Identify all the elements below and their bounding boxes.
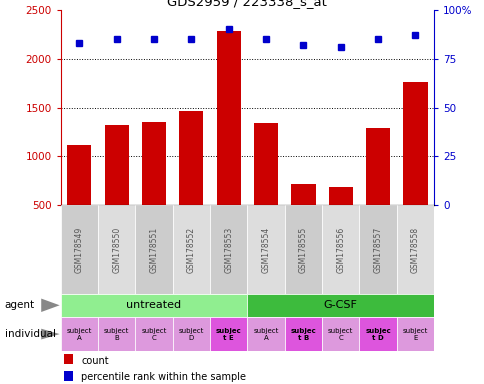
Bar [247, 294, 433, 317]
Bar [210, 205, 247, 294]
Bar [321, 205, 359, 294]
Text: GSM178554: GSM178554 [261, 227, 270, 273]
Bar [135, 317, 172, 351]
Bar [98, 205, 135, 294]
Bar [172, 317, 210, 351]
Bar [321, 317, 359, 351]
Bar [365, 128, 390, 205]
Bar [179, 111, 203, 205]
Text: GSM178551: GSM178551 [149, 227, 158, 273]
Bar [60, 294, 247, 317]
Bar [359, 205, 396, 294]
Bar [396, 205, 433, 294]
Text: subject
A: subject A [253, 328, 278, 341]
Text: GSM178556: GSM178556 [335, 227, 345, 273]
Text: subject
E: subject E [402, 328, 427, 341]
Bar [104, 125, 129, 205]
Text: subjec
t B: subjec t B [290, 328, 316, 341]
Text: count: count [81, 356, 108, 366]
Text: GSM178555: GSM178555 [298, 227, 307, 273]
Bar [359, 317, 396, 351]
Bar [396, 317, 433, 351]
Text: subject
D: subject D [178, 328, 204, 341]
Bar [60, 317, 98, 351]
Bar [135, 205, 172, 294]
Text: agent: agent [5, 300, 35, 310]
Text: GSM178553: GSM178553 [224, 227, 233, 273]
Text: subject
C: subject C [141, 328, 166, 341]
Bar [210, 317, 247, 351]
Bar [172, 205, 210, 294]
Polygon shape [41, 329, 60, 339]
Bar [328, 187, 352, 205]
Text: GSM178552: GSM178552 [186, 227, 196, 273]
Bar [247, 205, 284, 294]
Bar [290, 184, 315, 205]
Bar [284, 205, 321, 294]
Text: subjec
t E: subjec t E [215, 328, 241, 341]
Bar [247, 317, 284, 351]
Text: GSM178550: GSM178550 [112, 227, 121, 273]
Text: subject
B: subject B [104, 328, 129, 341]
Title: GDS2959 / 223338_s_at: GDS2959 / 223338_s_at [167, 0, 327, 8]
Text: subjec
t D: subjec t D [364, 328, 390, 341]
Polygon shape [41, 299, 60, 312]
Bar [64, 354, 73, 364]
Bar [98, 317, 135, 351]
Text: GSM178549: GSM178549 [75, 227, 84, 273]
Bar [60, 205, 98, 294]
Text: GSM178557: GSM178557 [373, 227, 382, 273]
Text: subject
A: subject A [66, 328, 92, 341]
Text: individual: individual [5, 329, 56, 339]
Bar [64, 371, 73, 381]
Bar [253, 123, 278, 205]
Bar [141, 122, 166, 205]
Bar [402, 82, 427, 205]
Bar [216, 31, 241, 205]
Text: GSM178558: GSM178558 [410, 227, 419, 273]
Text: G-CSF: G-CSF [323, 300, 357, 310]
Text: subject
C: subject C [327, 328, 353, 341]
Text: percentile rank within the sample: percentile rank within the sample [81, 372, 246, 382]
Bar [67, 145, 91, 205]
Bar [284, 317, 321, 351]
Text: untreated: untreated [126, 300, 181, 310]
